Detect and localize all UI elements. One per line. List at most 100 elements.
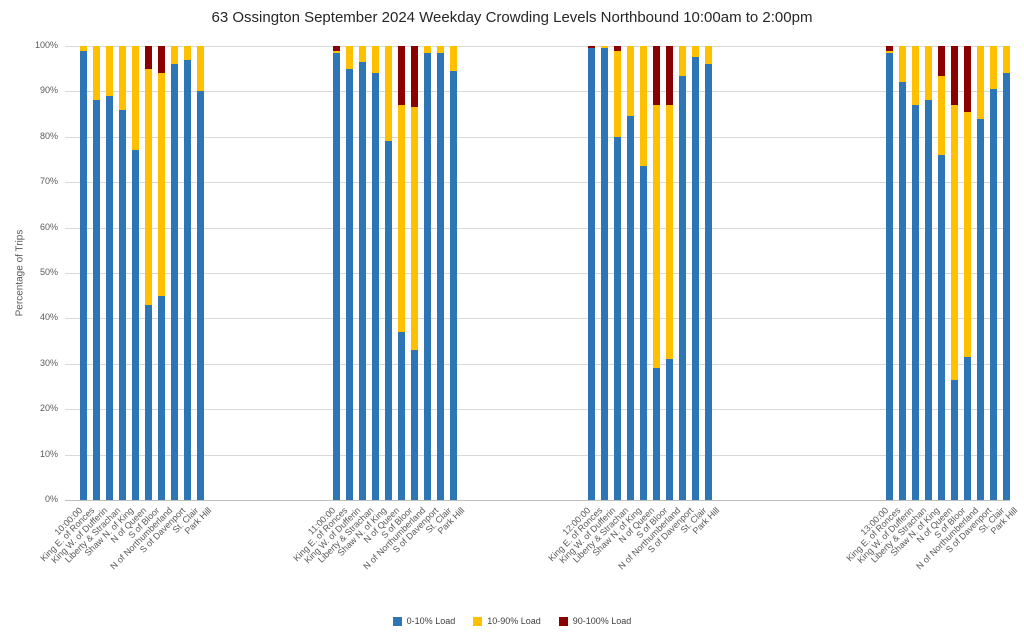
bar-segment	[614, 136, 621, 500]
bar-segment	[964, 46, 971, 112]
y-tick-label: 70%	[39, 176, 58, 187]
grid-line	[65, 500, 1010, 501]
bar-segment	[653, 368, 660, 500]
chart-title: 63 Ossington September 2024 Weekday Crow…	[211, 9, 813, 26]
bar-segment	[333, 50, 340, 53]
bar-segment	[132, 150, 139, 500]
bar-segment	[912, 46, 919, 106]
bar-segment	[1003, 73, 1010, 500]
y-tick-label: 10%	[39, 448, 58, 459]
bar-segment	[679, 46, 686, 76]
grid-line	[65, 91, 1010, 93]
bar-segment	[653, 46, 660, 106]
legend: 0-10% Load 10-90% Load 90-100% Load	[0, 617, 1024, 626]
bar-segment	[119, 46, 126, 110]
bar-segment	[184, 59, 191, 500]
bar-segment	[145, 304, 152, 500]
bar-segment	[450, 70, 457, 500]
bar-segment	[692, 57, 699, 500]
bar-segment	[398, 46, 405, 106]
grid-line	[65, 318, 1010, 320]
bar-segment	[197, 46, 204, 92]
bar-segment	[977, 46, 984, 119]
bar-segment	[601, 46, 608, 49]
bar-segment	[938, 75, 945, 155]
y-tick-label: 100%	[34, 40, 58, 50]
grid-line	[65, 454, 1010, 456]
bar-segment	[951, 46, 958, 106]
legend-label: 0-10% Load	[406, 616, 456, 626]
bar-segment	[990, 46, 997, 90]
bar-segment	[679, 75, 686, 500]
bar-segment	[333, 52, 340, 500]
bar-segment	[346, 46, 353, 69]
grid-line	[65, 227, 1010, 229]
grid-line	[65, 136, 1010, 138]
grid-line	[65, 46, 1010, 47]
bar-segment	[158, 295, 165, 500]
bar-segment	[145, 46, 152, 69]
legend-item: 0-10% Load	[392, 616, 456, 626]
bar-segment	[372, 46, 379, 74]
bar-segment	[424, 46, 431, 53]
bar-segment	[158, 46, 165, 74]
y-tick-label: 60%	[39, 221, 58, 232]
grid-line	[65, 182, 1010, 184]
bar-segment	[411, 46, 418, 108]
bar-segment	[886, 46, 893, 51]
bar-segment	[184, 46, 191, 60]
bar-segment	[411, 107, 418, 351]
bar-segment	[106, 46, 113, 96]
bar-segment	[627, 46, 634, 117]
bar-segment	[964, 356, 971, 500]
legend-swatch	[473, 617, 483, 626]
bar-segment	[106, 95, 113, 500]
y-tick-label: 0%	[44, 494, 58, 504]
bar-segment	[886, 50, 893, 53]
bar-segment	[938, 46, 945, 76]
bar-segment	[588, 46, 595, 49]
bar-segment	[171, 64, 178, 500]
grid-line	[65, 273, 1010, 274]
bar-segment	[80, 46, 87, 51]
bar-segment	[601, 48, 608, 500]
bar-segment	[132, 46, 139, 151]
bar-segment	[614, 50, 621, 137]
bar-segment	[666, 46, 673, 106]
y-tick-label: 30%	[39, 357, 58, 368]
bar-segment	[450, 46, 457, 71]
bar-segment	[899, 46, 906, 83]
bar-segment	[899, 82, 906, 500]
bar-segment	[359, 46, 366, 62]
bar-segment	[614, 46, 621, 51]
bar-segment	[80, 50, 87, 500]
bar-segment	[346, 68, 353, 500]
bar-segment	[398, 105, 405, 333]
bar-segment	[705, 64, 712, 500]
y-tick-label: 90%	[39, 85, 58, 96]
bar-segment	[627, 116, 634, 500]
y-tick-label: 50%	[39, 267, 58, 277]
bar-segment	[333, 46, 340, 51]
bar-segment	[886, 52, 893, 500]
bar-segment	[588, 48, 595, 500]
bar-segment	[692, 46, 699, 58]
y-tick-label: 40%	[39, 312, 58, 323]
bar-segment	[197, 91, 204, 500]
bar-segment	[93, 100, 100, 500]
bar-segment	[666, 359, 673, 500]
y-tick-label: 80%	[39, 130, 58, 141]
bar-segment	[359, 61, 366, 500]
y-tick-label: 20%	[39, 403, 58, 414]
grid-line	[65, 363, 1010, 365]
bar-segment	[424, 52, 431, 500]
bar-segment	[372, 73, 379, 500]
bar-segment	[653, 105, 660, 369]
bar-segment	[925, 100, 932, 500]
bar-segment	[977, 118, 984, 500]
bar-segment	[411, 350, 418, 500]
bar-segment	[640, 46, 647, 167]
bar-segment	[951, 105, 958, 380]
bar-segment	[385, 46, 392, 142]
